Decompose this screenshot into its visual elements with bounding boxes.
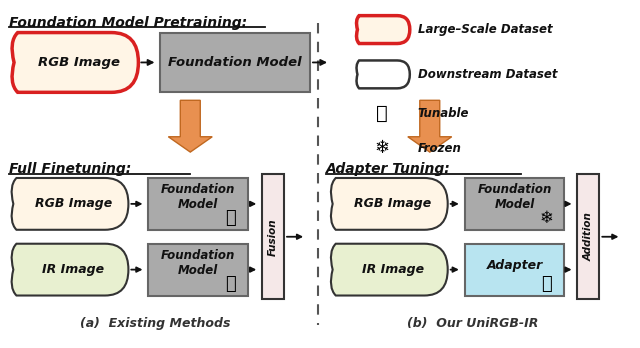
Text: RGB Image: RGB Image xyxy=(35,197,112,211)
Bar xyxy=(465,244,564,295)
PathPatch shape xyxy=(356,16,410,44)
PathPatch shape xyxy=(12,244,129,295)
Bar xyxy=(148,178,248,230)
PathPatch shape xyxy=(331,244,448,295)
PathPatch shape xyxy=(356,61,410,88)
Text: Fusion: Fusion xyxy=(268,218,278,255)
Text: ❄️: ❄️ xyxy=(540,209,554,227)
Text: (a)  Existing Methods: (a) Existing Methods xyxy=(80,317,230,330)
Text: Foundation Model Pretraining:: Foundation Model Pretraining: xyxy=(9,16,247,30)
Text: Adapter Tuning:: Adapter Tuning: xyxy=(326,162,451,176)
Text: Large–Scale Dataset: Large–Scale Dataset xyxy=(418,23,552,36)
Text: RGB Image: RGB Image xyxy=(354,197,431,211)
PathPatch shape xyxy=(331,178,448,230)
PathPatch shape xyxy=(12,178,129,230)
Text: 🔥: 🔥 xyxy=(376,104,388,123)
Text: Full Finetuning:: Full Finetuning: xyxy=(9,162,131,176)
Text: 🔥: 🔥 xyxy=(541,275,552,293)
Text: Foundation
Model: Foundation Model xyxy=(477,183,552,211)
Bar xyxy=(262,174,284,300)
Text: RGB Image: RGB Image xyxy=(38,56,120,69)
Text: IR Image: IR Image xyxy=(362,263,424,276)
Text: Adapter: Adapter xyxy=(486,259,543,272)
Text: Foundation Model: Foundation Model xyxy=(168,56,302,69)
Polygon shape xyxy=(168,100,212,152)
Text: Tunable: Tunable xyxy=(418,107,469,120)
PathPatch shape xyxy=(12,33,138,92)
Bar xyxy=(148,244,248,295)
Text: Addition: Addition xyxy=(584,212,593,261)
Text: IR Image: IR Image xyxy=(42,263,104,276)
Polygon shape xyxy=(408,100,452,152)
Bar xyxy=(577,174,600,300)
Text: Foundation
Model: Foundation Model xyxy=(161,248,236,277)
Text: (b)  Our UniRGB-IR: (b) Our UniRGB-IR xyxy=(407,317,538,330)
Text: Foundation
Model: Foundation Model xyxy=(161,183,236,211)
Text: ❄️: ❄️ xyxy=(375,139,390,157)
Text: 🔥: 🔥 xyxy=(225,209,236,227)
Bar xyxy=(161,33,310,92)
Text: Frozen: Frozen xyxy=(418,142,461,155)
Text: 🔥: 🔥 xyxy=(225,275,236,293)
Bar xyxy=(465,178,564,230)
Text: Downstream Dataset: Downstream Dataset xyxy=(418,68,557,81)
